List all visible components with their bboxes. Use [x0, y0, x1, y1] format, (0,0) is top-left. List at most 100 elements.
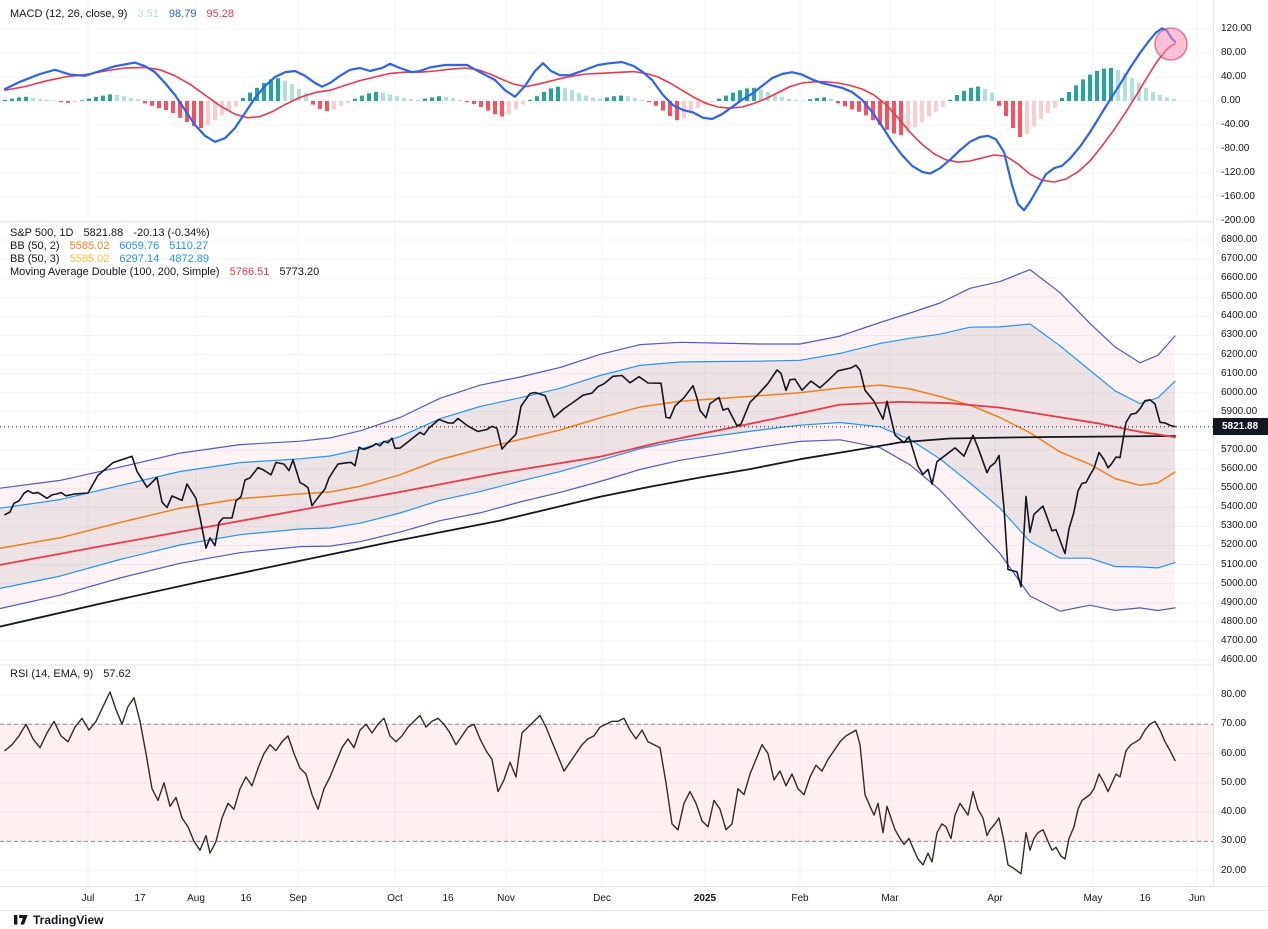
macd-histogram-bar — [906, 101, 910, 133]
price-scale-label: 5700.00 — [1221, 444, 1258, 455]
macd-histogram-bar — [374, 92, 378, 101]
price-scale-label: 30.00 — [1221, 835, 1247, 846]
bb3-upper-line — [0, 269, 1176, 489]
ma-double-legend-title[interactable]: Moving Average Double (100, 200, Simple) — [10, 266, 220, 278]
macd-histogram-bar — [857, 101, 861, 112]
bb2-legend[interactable]: BB (50, 2) 5585.02 6059.76 5110.27 — [10, 240, 208, 253]
bb3-legend[interactable]: BB (50, 3) 5585.02 6297.14 4872.89 — [10, 253, 209, 266]
price-scale-label: 6700.00 — [1221, 253, 1258, 264]
macd-histogram-bar — [892, 101, 896, 134]
macd-histogram-bar — [402, 98, 406, 101]
macd-histogram-bar — [976, 86, 980, 101]
tradingview-logo-icon[interactable] — [14, 913, 28, 926]
macd-histogram-bar — [598, 98, 602, 101]
macd-histogram-bar — [605, 97, 609, 101]
macd-histogram-bar — [633, 98, 637, 101]
price-scale-label: 5400.00 — [1221, 501, 1258, 512]
symbol-legend-title[interactable]: S&P 500, 1D — [10, 227, 74, 239]
price-scale-label: -200.00 — [1221, 215, 1255, 226]
macd-histogram-bar — [500, 101, 504, 117]
time-scale-label: Jul — [81, 893, 95, 904]
macd-histogram-bar — [122, 96, 126, 101]
macd-signal-value: 95.28 — [206, 8, 235, 20]
price-scale-label: 80.00 — [1221, 689, 1247, 700]
macd-histogram-bar — [353, 98, 357, 101]
time-axis[interactable] — [0, 886, 1268, 911]
macd-hist-value: 3.51 — [137, 8, 159, 20]
macd-histogram-bar — [10, 98, 14, 101]
macd-histogram-bar — [3, 99, 7, 101]
macd-histogram-bar — [24, 96, 28, 101]
price-scale-label: 4900.00 — [1221, 597, 1258, 608]
price-scale-label: 5000.00 — [1221, 578, 1258, 589]
footer-brand[interactable]: TradingView — [33, 912, 104, 927]
symbol-legend[interactable]: S&P 500, 1D 5821.88 -20.13 (-0.34%) — [10, 227, 210, 240]
macd-histogram-bar — [1165, 97, 1169, 101]
macd-histogram-bar — [472, 101, 476, 104]
macd-histogram-bar — [311, 101, 315, 105]
rsi-band-fill — [0, 724, 1213, 842]
time-scale-label: 16 — [240, 893, 252, 904]
macd-histogram-bar — [150, 101, 154, 106]
macd-histogram-bar — [262, 83, 266, 101]
macd-histogram-bar — [822, 97, 826, 101]
time-scale-label: Dec — [593, 893, 611, 904]
macd-histogram-bar — [836, 101, 840, 104]
macd-histogram-bar — [199, 101, 203, 128]
macd-histogram-bar — [430, 97, 434, 101]
macd-signal-line — [4, 42, 1176, 183]
price-scale-label: -120.00 — [1221, 167, 1255, 178]
footer: TradingView — [0, 910, 1268, 928]
macd-histogram-bar — [101, 95, 105, 101]
price-axis[interactable] — [1213, 0, 1268, 910]
rsi-legend[interactable]: RSI (14, EMA, 9) 57.62 — [10, 668, 131, 681]
macd-histogram-bar — [584, 95, 588, 101]
macd-histogram-bar — [73, 101, 77, 103]
macd-histogram-bar — [983, 89, 987, 101]
macd-histogram-bar — [395, 96, 399, 101]
macd-histogram-bar — [1018, 101, 1022, 137]
ma-double-legend[interactable]: Moving Average Double (100, 200, Simple)… — [10, 266, 319, 279]
macd-histogram-bar — [843, 101, 847, 107]
macd-histogram-bar — [990, 92, 994, 101]
price-scale-label: 5600.00 — [1221, 463, 1258, 474]
macd-histogram-bar — [409, 99, 413, 101]
macd-histogram-bar — [465, 101, 469, 103]
macd-histogram-bar — [206, 101, 210, 125]
macd-histogram-bar — [234, 101, 238, 107]
highlight-circle-annotation — [1154, 27, 1188, 61]
macd-histogram-bar — [1172, 98, 1176, 101]
price-scale-label: 50.00 — [1221, 777, 1247, 788]
macd-histogram-bar — [724, 95, 728, 101]
bb3-legend-title[interactable]: BB (50, 3) — [10, 253, 60, 265]
time-scale-label: 16 — [442, 893, 454, 904]
last-price-label: 5821.88 — [1213, 418, 1268, 435]
macd-histogram-bar — [1074, 85, 1078, 101]
macd-histogram-bar — [318, 101, 322, 109]
price-scale-label: -40.00 — [1221, 119, 1250, 130]
bb2-legend-title[interactable]: BB (50, 2) — [10, 240, 60, 252]
macd-legend-title[interactable]: MACD (12, 26, close, 9) — [10, 8, 128, 20]
macd-histogram-bar — [1109, 68, 1113, 101]
macd-histogram-bar — [619, 95, 623, 101]
time-scale-label: Feb — [791, 893, 809, 904]
time-scale-label: Aug — [187, 893, 205, 904]
price-scale-label: 20.00 — [1221, 865, 1247, 876]
macd-line-value: 98.79 — [168, 8, 197, 20]
time-scale-label: Oct — [387, 893, 403, 904]
macd-legend[interactable]: MACD (12, 26, close, 9) 3.51 98.79 95.28 — [10, 8, 234, 21]
macd-histogram-bar — [31, 98, 35, 101]
macd-histogram-bar — [1130, 78, 1134, 101]
macd-histogram-bar — [871, 101, 875, 121]
rsi-legend-title[interactable]: RSI (14, EMA, 9) — [10, 668, 94, 680]
macd-histogram-bar — [1151, 92, 1155, 101]
macd-histogram-bar — [1060, 98, 1064, 101]
macd-histogram-bar — [1053, 101, 1057, 109]
bb3-lower-value: 4872.89 — [169, 253, 210, 265]
ma200-value: 5773.20 — [279, 266, 320, 278]
macd-histogram-bar — [94, 96, 98, 101]
macd-histogram-bar — [276, 78, 280, 101]
macd-histogram-bar — [528, 99, 532, 101]
